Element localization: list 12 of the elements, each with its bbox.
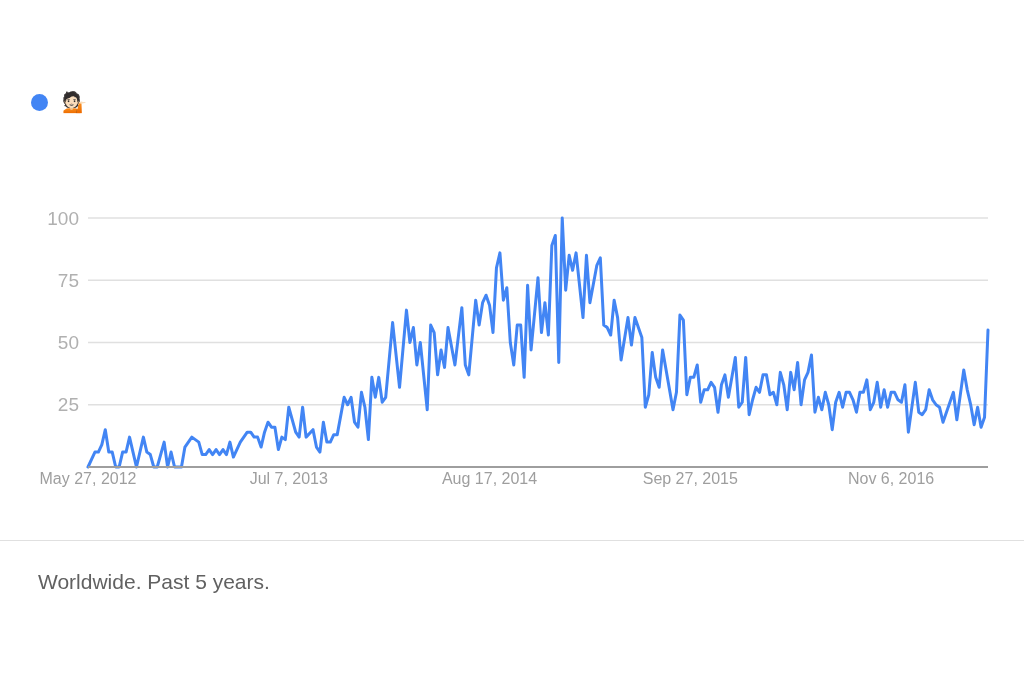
x-tick-label: Nov 6, 2016: [847, 470, 935, 488]
x-tick-label: May 27, 2012: [39, 470, 137, 488]
y-tick-label: 75: [57, 269, 79, 291]
x-tick-label: Sep 27, 2015: [642, 470, 738, 488]
text: Worldwide. Past 5 years.: [37, 569, 271, 595]
x-tick-label: Aug 17, 2014: [441, 470, 538, 488]
legend-label: 💁🏻: [62, 90, 87, 114]
y-tick-label: 25: [57, 394, 79, 416]
x-tick-label: Jul 7, 2013: [249, 470, 329, 488]
line-series: [86, 216, 990, 469]
y-tick-label: 50: [57, 332, 79, 354]
y-tick-label: 100: [47, 207, 79, 229]
